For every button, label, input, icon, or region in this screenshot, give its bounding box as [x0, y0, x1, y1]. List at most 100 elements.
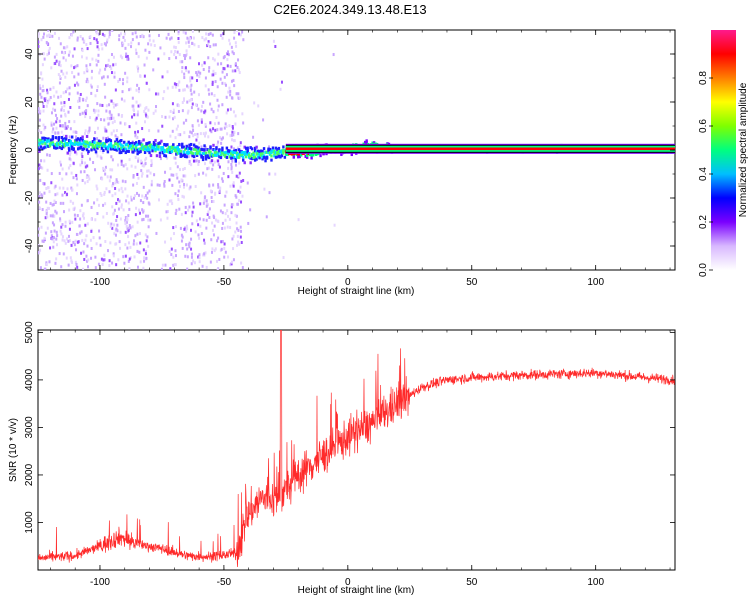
spectrogram-speckle — [218, 165, 221, 169]
spectrogram-ridge-cell — [91, 143, 95, 147]
spectrogram-speckle — [59, 75, 62, 79]
spectrogram-speckle — [99, 118, 102, 122]
spectrogram-speckle — [84, 223, 87, 227]
spectrogram-speckle — [79, 92, 82, 96]
spectrogram-speckle — [59, 160, 62, 164]
spectrogram-speckle — [117, 80, 120, 84]
spectrogram-speckle — [201, 264, 204, 268]
spectrogram-speckle — [240, 179, 243, 183]
spectrogram-speckle — [121, 179, 124, 183]
spectrogram-speckle — [46, 153, 49, 157]
spectrogram-speckle — [212, 69, 215, 73]
spectrogram-ridge-cell — [182, 150, 185, 154]
spectrogram-speckle — [224, 212, 227, 216]
spectrogram-speckle — [96, 126, 99, 130]
spectrogram-speckle — [54, 108, 57, 112]
spectrogram-speckle — [140, 159, 143, 163]
spectrogram-speckle — [136, 113, 139, 117]
spectrogram-speckle — [96, 198, 99, 202]
spectrogram-ridge-cell — [41, 140, 44, 144]
spectrogram-speckle — [53, 223, 56, 227]
spectrogram-ridge-cell — [365, 139, 368, 143]
spectrogram-speckle — [191, 102, 194, 106]
spectrogram-ridge-cell — [112, 147, 116, 151]
spectrogram-speckle — [207, 210, 210, 214]
spectrogram-ridge-cell — [96, 146, 99, 150]
spectrogram-speckle — [216, 85, 219, 89]
spectrogram-ridge-cell — [82, 147, 86, 151]
spectrogram-speckle — [176, 124, 179, 128]
spectrogram-speckle — [144, 158, 147, 162]
spectrogram-speckle — [82, 250, 85, 254]
spectrogram-speckle — [224, 122, 227, 126]
spectrogram-speckle — [183, 185, 186, 189]
spectrogram-speckle — [47, 30, 50, 32]
spectrogram-ridge-cell — [261, 157, 264, 161]
spectrogram-ridge-cell — [236, 151, 239, 155]
spectrogram-ridge-cell — [167, 145, 171, 149]
spectrogram-speckle — [183, 182, 186, 186]
spectrogram-speckle — [107, 58, 110, 62]
spectrogram-speckle — [97, 262, 100, 266]
spectrogram-speckle — [190, 247, 193, 251]
spectrogram-speckle — [38, 163, 41, 167]
spectrogram-speckle — [70, 243, 73, 247]
spectrogram-ridge-cell — [106, 150, 110, 154]
spectrogram-speckle — [176, 50, 179, 54]
spectrogram-speckle — [229, 184, 232, 188]
spectrogram-ridge-cell — [85, 134, 89, 138]
spectrogram-speckle — [166, 70, 169, 74]
spectrogram-speckle — [132, 183, 135, 187]
spectrogram-ridge-cell — [130, 142, 133, 146]
spectrogram-speckle — [191, 210, 194, 214]
spectrogram-speckle — [118, 240, 121, 244]
spectrogram-ridge-cell — [133, 142, 136, 146]
spectrogram-speckle — [147, 225, 150, 229]
spectrogram-ridge-cell — [127, 140, 130, 144]
spectrogram-speckle — [239, 144, 242, 148]
spectrogram-speckle — [59, 229, 62, 233]
spectrogram-ridge-cell — [38, 142, 41, 146]
spectrogram-speckle — [38, 243, 40, 247]
spectrogram-speckle — [39, 109, 42, 113]
spectrogram-ridge-cell — [96, 144, 99, 148]
spectrogram-speckle — [249, 208, 252, 212]
spectrogram-ridge-cell — [175, 146, 178, 150]
spectrogram-ridge-cell — [245, 155, 248, 159]
spectrogram-ridge-cell — [152, 140, 156, 144]
spectrogram-speckle — [42, 101, 45, 105]
spectrogram-speckle — [110, 71, 113, 75]
spectrogram-ridge-cell — [219, 156, 223, 160]
spectrogram-speckle — [172, 173, 175, 177]
spectrogram-speckle — [221, 136, 224, 140]
spectrogram-ridge-cell — [106, 146, 110, 150]
spectrogram-speckle — [48, 190, 51, 194]
spectrogram-speckle — [106, 40, 109, 44]
spectrogram-speckle — [189, 88, 192, 92]
spectrogram-speckle — [86, 199, 89, 203]
spectrogram-ridge-cell — [207, 150, 211, 154]
spectrogram-speckle — [186, 100, 189, 104]
spectrogram-speckle — [60, 265, 63, 269]
spectrogram-speckle — [101, 32, 104, 36]
spectrogram-ridge-cell — [178, 148, 181, 152]
spectrogram-ridge-cell — [201, 148, 205, 152]
spectrogram-ridge-cell — [252, 151, 255, 155]
spectrogram-speckle — [76, 214, 79, 218]
spectrogram-speckle — [233, 139, 236, 143]
spectrogram-speckle — [239, 235, 242, 239]
spectrogram-ridge-cell — [166, 148, 169, 152]
spectrogram-speckle — [172, 110, 175, 114]
spectrogram-speckle — [112, 116, 115, 120]
spectrogram-speckle — [188, 205, 191, 209]
spectrogram-speckle — [126, 194, 129, 198]
spectrogram-speckle — [120, 133, 123, 137]
spectrogram-speckle — [236, 243, 239, 247]
spectrogram-speckle — [203, 162, 206, 166]
spectrogram-speckle — [63, 239, 66, 243]
y-tick-label: -40 — [24, 238, 35, 253]
spectrogram-ridge-cell — [206, 155, 209, 159]
spectrogram-ridge-cell — [60, 147, 63, 151]
spectrogram-speckle — [180, 178, 183, 182]
colorbar-tick-label: 0.0 — [698, 263, 709, 277]
